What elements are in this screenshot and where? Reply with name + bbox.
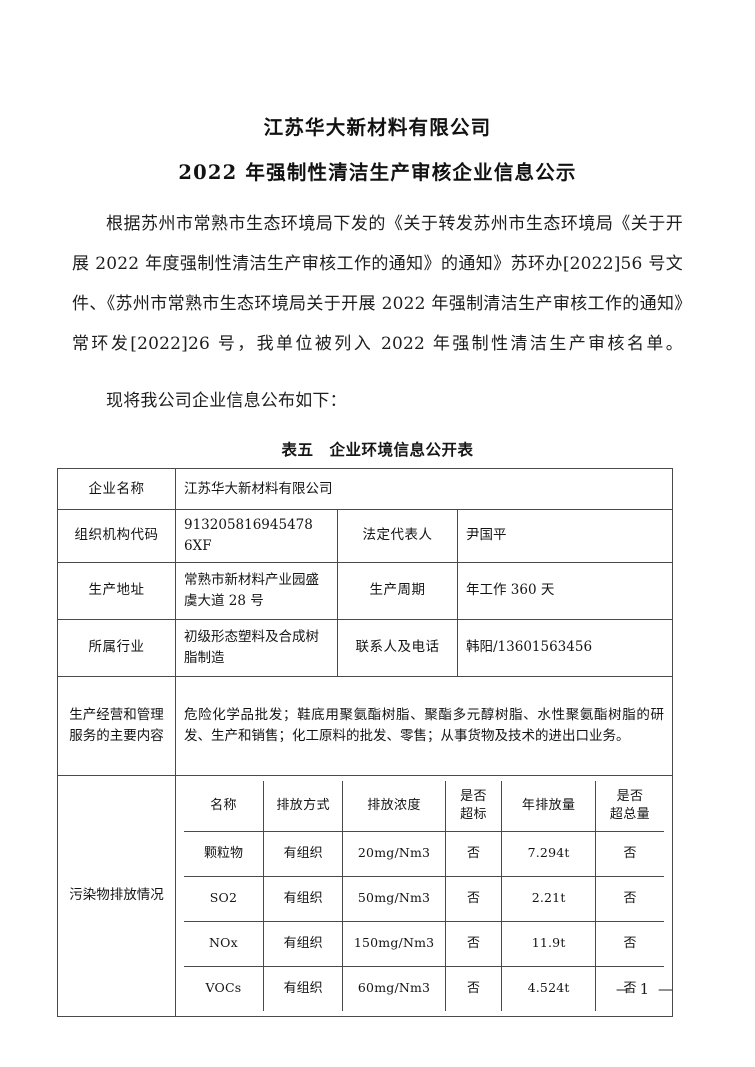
pollutant-emissions-table: 名称 排放方式 排放浓度 是否 <box>184 780 665 1011</box>
pollutant-row: NOx 有组织 150mg/Nm3 否 11.9t 否 <box>184 920 665 967</box>
pollutant-cell-exceeds-standard: 否 <box>444 875 503 922</box>
pollutant-cell-concentration: 60mg/Nm3 <box>342 965 446 1011</box>
pollutant-cell-method: 有组织 <box>262 965 344 1011</box>
pollutant-header-concentration: 排放浓度 <box>342 780 446 832</box>
table-row-company-name: 企业名称 江苏华大新材料有限公司 <box>57 468 674 510</box>
cell-label-business-scope: 生产经营和管理服务的主要内容 <box>57 675 176 776</box>
pollutant-header-method: 排放方式 <box>262 780 344 832</box>
pollutant-header-concentration-line1: 排放浓度 <box>367 798 421 814</box>
cell-value-org-code: 913205816945478 6XF <box>175 509 338 563</box>
pollutant-row: VOCs 有组织 60mg/Nm3 否 4.524t 否 <box>184 965 665 1011</box>
document-title-line-1: 江苏华大新材料有限公司 <box>263 116 492 139</box>
pollutant-cell-exceeds-standard: 否 <box>444 965 503 1011</box>
cell-label-company-name: 企业名称 <box>57 468 176 510</box>
cell-value-industry: 初级形态塑料及合成树脂制造 <box>175 618 338 677</box>
table-row-pollutant-emissions: 污染物排放情况 <box>57 774 674 1017</box>
cell-value-address: 常熟市新材料产业园盛虞大道 28 号 <box>175 561 338 620</box>
page-number-footer: — 1 — <box>615 980 675 998</box>
pollutant-header-annual-emission-line1: 年排放量 <box>521 798 576 814</box>
body-paragraph-2: 现将我公司企业信息公布如下： <box>106 391 347 411</box>
pollutant-cell-exceeds-total: 否 <box>594 965 665 1011</box>
pollutant-cell-exceeds-standard: 否 <box>444 830 503 877</box>
cell-value-business-scope: 危险化学品批发；鞋底用聚氨酯树脂、聚酯多元醇树脂、水性聚氨酯树脂的研发、生产和销… <box>174 675 674 776</box>
pollutant-cell-annual-emission: 2.21t <box>501 875 596 922</box>
pollutant-cell-exceeds-total: 否 <box>594 875 665 922</box>
pollutant-table-host: 名称 排放方式 排放浓度 是否 <box>174 774 674 1017</box>
cell-value-legal-representative: 尹国平 <box>456 509 674 563</box>
environment-info-table: 企业名称 江苏华大新材料有限公司 组织机构代码 913205816945478 … <box>57 468 674 1017</box>
cell-label-industry: 所属行业 <box>57 618 176 677</box>
table-row-business-scope: 生产经营和管理服务的主要内容 危险化学品批发；鞋底用聚氨酯树脂、聚酯多元醇树脂、… <box>57 675 674 776</box>
pollutant-cell-exceeds-standard: 否 <box>444 920 503 967</box>
pollutant-header-name: 名称 <box>184 780 264 832</box>
document-title-line-2: 2022 年强制性清洁生产审核企业信息公示 <box>178 160 577 184</box>
cell-label-contact: 联系人及电话 <box>337 618 458 677</box>
pollutant-cell-annual-emission: 11.9t <box>501 920 596 967</box>
pollutant-cell-concentration: 50mg/Nm3 <box>342 875 446 922</box>
pollutant-header-exceeds-total: 是否 超总量 <box>594 780 665 832</box>
pollutant-header-annual-emission: 年排放量 <box>501 780 596 832</box>
pollutant-header-name-line1: 名称 <box>210 798 237 814</box>
pollutant-table-header-row: 名称 排放方式 排放浓度 是否 <box>184 780 665 832</box>
pollutant-cell-annual-emission: 7.294t <box>501 830 596 877</box>
cell-label-production-cycle: 生产周期 <box>337 561 458 620</box>
pollutant-cell-concentration: 150mg/Nm3 <box>342 920 446 967</box>
pollutant-cell-concentration: 20mg/Nm3 <box>342 830 446 877</box>
pollutant-cell-method: 有组织 <box>262 830 344 877</box>
pollutant-row: SO2 有组织 50mg/Nm3 否 2.21t 否 <box>184 875 665 922</box>
table-row-industry: 所属行业 初级形态塑料及合成树脂制造 联系人及电话 韩阳/13601563456 <box>57 618 674 677</box>
document-body: 根据苏州市常熟市生态环境局下发的《关于转发苏州市生态环境局《关于开展 2022 … <box>0 204 755 421</box>
cell-value-production-cycle: 年工作 360 天 <box>456 561 674 620</box>
pollutant-cell-exceeds-total: 否 <box>594 920 665 967</box>
cell-value-company-name: 江苏华大新材料有限公司 <box>174 468 674 510</box>
pollutant-cell-method: 有组织 <box>262 920 344 967</box>
pollutant-row: 颗粒物 有组织 20mg/Nm3 否 7.294t 否 <box>184 830 665 877</box>
cell-label-pollutant-emissions: 污染物排放情况 <box>57 774 176 1017</box>
pollutant-cell-name: NOx <box>184 920 264 967</box>
pollutant-cell-name: SO2 <box>184 875 264 922</box>
pollutant-header-exceeds-total-line1: 是否 <box>616 789 644 805</box>
pollutant-cell-name: VOCs <box>184 965 264 1011</box>
table-caption: 表五 企业环境信息公开表 <box>281 440 474 459</box>
cell-label-address: 生产地址 <box>57 561 176 620</box>
cell-label-org-code: 组织机构代码 <box>57 509 176 563</box>
pollutant-header-exceeds-standard-line2: 超标 <box>460 806 487 822</box>
pollutant-header-exceeds-total-line2: 超总量 <box>609 806 651 822</box>
pollutant-header-exceeds-standard: 是否 超标 <box>444 780 503 832</box>
pollutant-cell-exceeds-total: 否 <box>594 830 665 877</box>
environment-table-container: 企业名称 江苏华大新材料有限公司 组织机构代码 913205816945478 … <box>0 468 755 1017</box>
pollutant-cell-annual-emission: 4.524t <box>501 965 596 1011</box>
body-paragraph-1: 根据苏州市常熟市生态环境局下发的《关于转发苏州市生态环境局《关于开展 2022 … <box>72 214 683 354</box>
table-row-address: 生产地址 常熟市新材料产业园盛虞大道 28 号 生产周期 年工作 360 天 <box>57 561 674 620</box>
pollutant-header-method-line1: 排放方式 <box>276 798 330 814</box>
pollutant-cell-method: 有组织 <box>262 875 344 922</box>
cell-label-legal-representative: 法定代表人 <box>337 509 458 563</box>
pollutant-header-exceeds-standard-line1: 是否 <box>460 789 487 805</box>
table-row-org-code: 组织机构代码 913205816945478 6XF 法定代表人 尹国平 <box>57 509 674 563</box>
pollutant-cell-name: 颗粒物 <box>184 830 264 877</box>
cell-value-contact: 韩阳/13601563456 <box>456 618 674 677</box>
